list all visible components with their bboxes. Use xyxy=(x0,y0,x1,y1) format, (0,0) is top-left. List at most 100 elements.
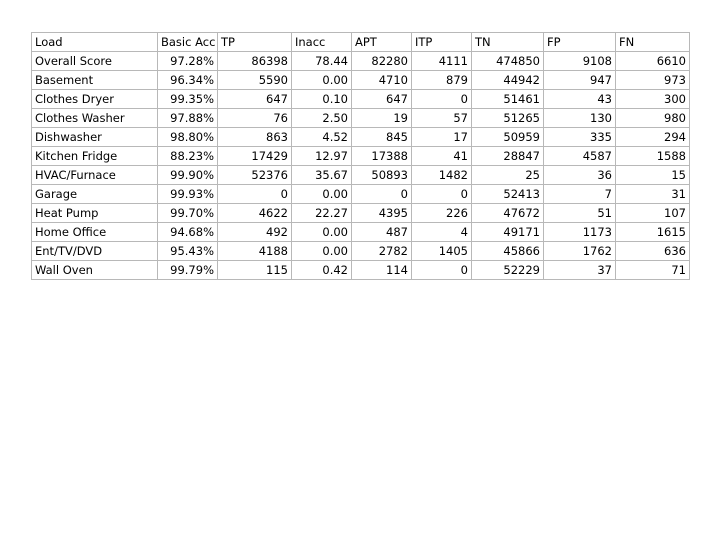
cell-fp: 37 xyxy=(543,260,616,280)
cell-tn: 45866 xyxy=(471,241,544,261)
cell-basic-acc: 96.34% xyxy=(157,70,218,90)
cell-inacc: 22.27 xyxy=(291,203,352,223)
cell-load: Overall Score xyxy=(31,51,158,71)
cell-load: Heat Pump xyxy=(31,203,158,223)
cell-itp: 4111 xyxy=(411,51,472,71)
cell-fn: 1588 xyxy=(615,146,690,166)
cell-tp: 17429 xyxy=(217,146,292,166)
table-row: Clothes Washer 97.88% 76 2.50 19 57 51265 130 98… xyxy=(31,108,690,128)
cell-tp: 863 xyxy=(217,127,292,147)
cell-fn: 6610 xyxy=(615,51,690,71)
cell-itp: 1482 xyxy=(411,165,472,185)
cell-fp: 130 xyxy=(543,108,616,128)
column-header-apt: APT xyxy=(351,32,412,52)
table-row: Clothes Dryer 99.35% 647 0.10 647 0 51461 43 300 xyxy=(31,89,690,109)
column-header-tn: TN xyxy=(471,32,544,52)
cell-load: HVAC/Furnace xyxy=(31,165,158,185)
cell-itp: 41 xyxy=(411,146,472,166)
cell-itp: 879 xyxy=(411,70,472,90)
table-row: Ent/TV/DVD 95.43% 4188 0.00 2782 1405 45866 176… xyxy=(31,241,690,261)
cell-inacc: 0.00 xyxy=(291,222,352,242)
table-row: Wall Oven 99.79% 115 0.42 114 0 52229 37 71 xyxy=(31,260,690,280)
cell-fp: 7 xyxy=(543,184,616,204)
cell-itp: 226 xyxy=(411,203,472,223)
cell-tp: 52376 xyxy=(217,165,292,185)
cell-apt: 2782 xyxy=(351,241,412,261)
cell-basic-acc: 97.88% xyxy=(157,108,218,128)
cell-inacc: 4.52 xyxy=(291,127,352,147)
cell-fp: 36 xyxy=(543,165,616,185)
column-header-fn: FN xyxy=(615,32,690,52)
cell-tn: 44942 xyxy=(471,70,544,90)
cell-basic-acc: 99.79% xyxy=(157,260,218,280)
cell-inacc: 0.10 xyxy=(291,89,352,109)
table-row: HVAC/Furnace 99.90% 52376 35.67 50893 1482 25 3… xyxy=(31,165,690,185)
cell-apt: 4710 xyxy=(351,70,412,90)
cell-fn: 973 xyxy=(615,70,690,90)
table-row: Dishwasher 98.80% 863 4.52 845 17 50959 335 294 xyxy=(31,127,690,147)
cell-tp: 492 xyxy=(217,222,292,242)
cell-itp: 0 xyxy=(411,89,472,109)
cell-fn: 31 xyxy=(615,184,690,204)
cell-apt: 50893 xyxy=(351,165,412,185)
cell-tn: 47672 xyxy=(471,203,544,223)
table-row: Garage 99.93% 0 0.00 0 0 52413 7 31 xyxy=(31,184,690,204)
cell-tn: 51265 xyxy=(471,108,544,128)
cell-load: Home Office xyxy=(31,222,158,242)
cell-fp: 51 xyxy=(543,203,616,223)
cell-tn: 28847 xyxy=(471,146,544,166)
table-row: Kitchen Fridge 88.23% 17429 12.97 17388 41 288… xyxy=(31,146,690,166)
cell-inacc: 12.97 xyxy=(291,146,352,166)
cell-load: Kitchen Fridge xyxy=(31,146,158,166)
cell-tn: 51461 xyxy=(471,89,544,109)
cell-itp: 4 xyxy=(411,222,472,242)
cell-basic-acc: 99.90% xyxy=(157,165,218,185)
cell-apt: 0 xyxy=(351,184,412,204)
cell-itp: 0 xyxy=(411,184,472,204)
cell-basic-acc: 98.80% xyxy=(157,127,218,147)
column-header-fp: FP xyxy=(543,32,616,52)
cell-fn: 71 xyxy=(615,260,690,280)
cell-fp: 1173 xyxy=(543,222,616,242)
cell-basic-acc: 94.68% xyxy=(157,222,218,242)
cell-tp: 76 xyxy=(217,108,292,128)
cell-tp: 115 xyxy=(217,260,292,280)
cell-load: Clothes Dryer xyxy=(31,89,158,109)
cell-fn: 636 xyxy=(615,241,690,261)
cell-load: Basement xyxy=(31,70,158,90)
cell-tp: 4188 xyxy=(217,241,292,261)
cell-itp: 57 xyxy=(411,108,472,128)
cell-basic-acc: 99.70% xyxy=(157,203,218,223)
cell-basic-acc: 97.28% xyxy=(157,51,218,71)
cell-fp: 4587 xyxy=(543,146,616,166)
cell-tn: 50959 xyxy=(471,127,544,147)
cell-tp: 0 xyxy=(217,184,292,204)
cell-fp: 335 xyxy=(543,127,616,147)
cell-apt: 114 xyxy=(351,260,412,280)
cell-inacc: 0.00 xyxy=(291,184,352,204)
table-row: Home Office 94.68% 492 0.00 487 4 49171 1173 161… xyxy=(31,222,690,242)
column-header-inacc: Inacc xyxy=(291,32,352,52)
cell-inacc: 0.00 xyxy=(291,70,352,90)
cell-apt: 19 xyxy=(351,108,412,128)
cell-tn: 25 xyxy=(471,165,544,185)
cell-tp: 86398 xyxy=(217,51,292,71)
cell-load: Ent/TV/DVD xyxy=(31,241,158,261)
column-header-load: Load xyxy=(31,32,158,52)
cell-apt: 647 xyxy=(351,89,412,109)
cell-fn: 300 xyxy=(615,89,690,109)
cell-fn: 15 xyxy=(615,165,690,185)
cell-apt: 17388 xyxy=(351,146,412,166)
cell-apt: 4395 xyxy=(351,203,412,223)
cell-inacc: 0.42 xyxy=(291,260,352,280)
table-row: Basement 96.34% 5590 0.00 4710 879 44942 947 973 xyxy=(31,70,690,90)
cell-tp: 5590 xyxy=(217,70,292,90)
cell-basic-acc: 88.23% xyxy=(157,146,218,166)
cell-fp: 43 xyxy=(543,89,616,109)
cell-fn: 294 xyxy=(615,127,690,147)
cell-apt: 487 xyxy=(351,222,412,242)
cell-load: Wall Oven xyxy=(31,260,158,280)
cell-tn: 52229 xyxy=(471,260,544,280)
cell-load: Dishwasher xyxy=(31,127,158,147)
cell-inacc: 35.67 xyxy=(291,165,352,185)
